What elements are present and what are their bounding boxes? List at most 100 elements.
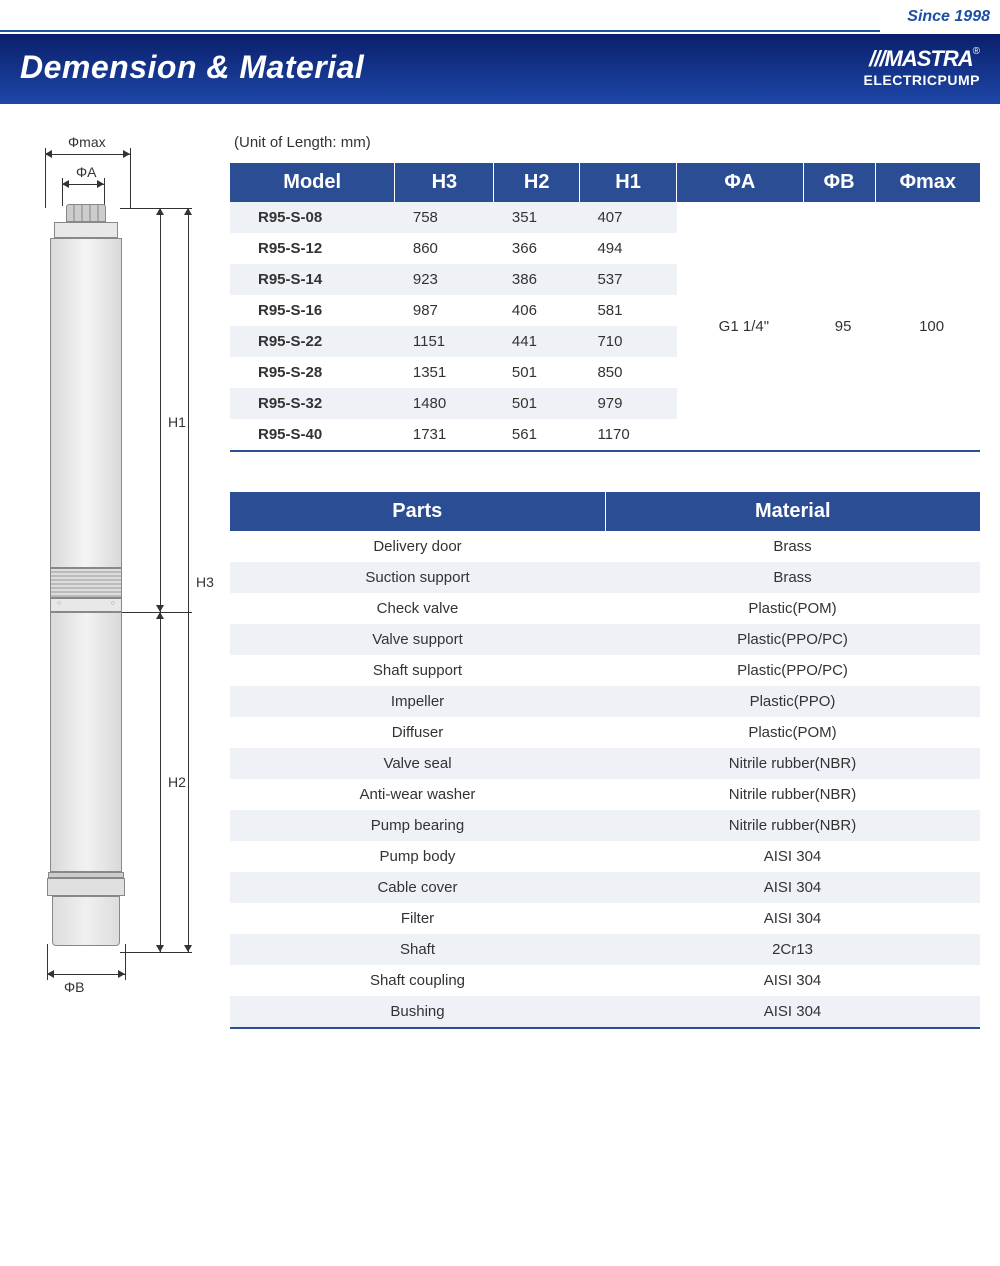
cell: 366 [494, 233, 580, 264]
cell: R95-S-16 [230, 295, 395, 326]
cell: AISI 304 [605, 965, 980, 996]
cell: 494 [579, 233, 676, 264]
cell: 2Cr13 [605, 934, 980, 965]
cell: Anti-wear washer [230, 779, 605, 810]
cell: 1170 [579, 419, 676, 451]
table-row: Check valvePlastic(POM) [230, 593, 980, 624]
label-phia: ΦA [76, 164, 97, 180]
table-row: Shaft couplingAISI 304 [230, 965, 980, 996]
label-phib: ΦB [64, 979, 85, 995]
since-text: Since 1998 [907, 8, 990, 26]
cell: 1480 [395, 388, 494, 419]
cell: Shaft support [230, 655, 605, 686]
label-h3: H3 [196, 574, 214, 590]
pump-illustration [50, 204, 122, 946]
col-header: H1 [579, 163, 676, 202]
table-row: Shaft2Cr13 [230, 934, 980, 965]
cell: 860 [395, 233, 494, 264]
cell: Brass [605, 531, 980, 562]
table-row: ImpellerPlastic(PPO) [230, 686, 980, 717]
col-header: Parts [230, 492, 605, 531]
dimension-diagram: Φmax ΦA ΦB H1 H2 H3 [20, 134, 205, 1004]
cell: R95-S-40 [230, 419, 395, 451]
label-phimax: Φmax [68, 134, 106, 150]
page-title: Demension & Material [20, 49, 364, 86]
col-header: ΦA [677, 163, 803, 202]
cell: Check valve [230, 593, 605, 624]
reg-icon: ® [973, 46, 980, 57]
brand-logo: ///MASTRA® ELECTRICPUMP [864, 46, 980, 88]
cell: 501 [494, 357, 580, 388]
brand-sub: ELECTRICPUMP [864, 72, 980, 88]
table-row: Cable coverAISI 304 [230, 872, 980, 903]
cell: Valve support [230, 624, 605, 655]
cell: Valve seal [230, 748, 605, 779]
cell: AISI 304 [605, 872, 980, 903]
cell: Plastic(POM) [605, 717, 980, 748]
cell: R95-S-12 [230, 233, 395, 264]
cell: 1151 [395, 326, 494, 357]
cell: 441 [494, 326, 580, 357]
cell: AISI 304 [605, 903, 980, 934]
cell: 979 [579, 388, 676, 419]
cell: Plastic(PPO) [605, 686, 980, 717]
cell: Cable cover [230, 872, 605, 903]
label-h1: H1 [168, 414, 186, 430]
cell: R95-S-28 [230, 357, 395, 388]
cell: AISI 304 [605, 841, 980, 872]
cell: R95-S-32 [230, 388, 395, 419]
cell: 407 [579, 202, 676, 233]
table-row: Valve sealNitrile rubber(NBR) [230, 748, 980, 779]
merged-cell: G1 1/4" [677, 202, 803, 451]
table-row: R95-S-08758351407G1 1/4"95100 [230, 202, 980, 233]
table-row: Shaft supportPlastic(PPO/PC) [230, 655, 980, 686]
table-row: Suction supportBrass [230, 562, 980, 593]
merged-cell: 95 [803, 202, 875, 451]
table-row: FilterAISI 304 [230, 903, 980, 934]
top-rule [0, 30, 1000, 32]
cell: Bushing [230, 996, 605, 1028]
table-row: BushingAISI 304 [230, 996, 980, 1028]
col-header: H2 [494, 163, 580, 202]
cell: 758 [395, 202, 494, 233]
cell: 987 [395, 295, 494, 326]
cell: Nitrile rubber(NBR) [605, 779, 980, 810]
banner: Demension & Material ///MASTRA® ELECTRIC… [0, 34, 1000, 104]
material-table: PartsMaterial Delivery doorBrassSuction … [230, 492, 980, 1029]
unit-label: (Unit of Length: mm) [234, 134, 980, 151]
cell: Plastic(PPO/PC) [605, 624, 980, 655]
cell: R95-S-14 [230, 264, 395, 295]
brand-name: ///MASTRA [869, 46, 972, 71]
cell: Shaft coupling [230, 965, 605, 996]
table-row: Valve supportPlastic(PPO/PC) [230, 624, 980, 655]
cell: Delivery door [230, 531, 605, 562]
table-row: DiffuserPlastic(POM) [230, 717, 980, 748]
cell: 386 [494, 264, 580, 295]
cell: 351 [494, 202, 580, 233]
cell: 710 [579, 326, 676, 357]
cell: Impeller [230, 686, 605, 717]
dimension-table: ModelH3H2H1ΦAΦBΦmax R95-S-08758351407G1 … [230, 163, 980, 452]
table-row: Pump bearingNitrile rubber(NBR) [230, 810, 980, 841]
cell: 923 [395, 264, 494, 295]
cell: Pump bearing [230, 810, 605, 841]
col-header: ΦB [803, 163, 875, 202]
table-row: Delivery doorBrass [230, 531, 980, 562]
label-h2: H2 [168, 774, 186, 790]
col-header: Φmax [875, 163, 980, 202]
cell: Brass [605, 562, 980, 593]
merged-cell: 100 [875, 202, 980, 451]
cell: 850 [579, 357, 676, 388]
col-header: H3 [395, 163, 494, 202]
cell: Filter [230, 903, 605, 934]
cell: 1351 [395, 357, 494, 388]
cell: R95-S-22 [230, 326, 395, 357]
cell: Nitrile rubber(NBR) [605, 748, 980, 779]
cell: R95-S-08 [230, 202, 395, 233]
col-header: Material [605, 492, 980, 531]
cell: 537 [579, 264, 676, 295]
cell: Diffuser [230, 717, 605, 748]
cell: 581 [579, 295, 676, 326]
cell: 406 [494, 295, 580, 326]
table-row: Anti-wear washerNitrile rubber(NBR) [230, 779, 980, 810]
